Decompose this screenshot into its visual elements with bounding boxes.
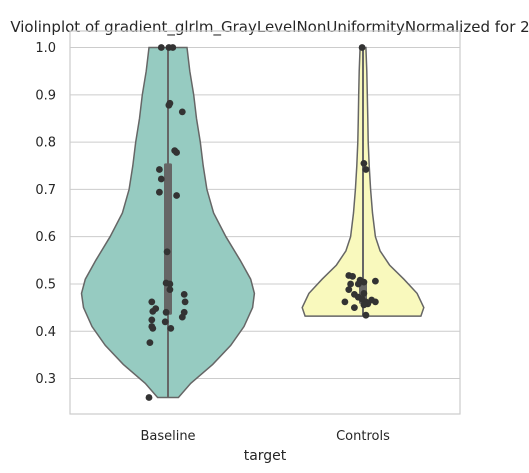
data-point (349, 273, 356, 280)
data-point (347, 280, 354, 288)
data-point (166, 280, 174, 288)
data-point (156, 188, 163, 196)
plot-frame (69, 30, 461, 415)
data-point (173, 192, 181, 199)
data-point (180, 291, 188, 298)
data-point (157, 175, 165, 183)
x-tick-labels: Baseline Controls (140, 429, 390, 444)
data-point (362, 311, 370, 319)
y-tick-label: 0.9 (35, 88, 56, 103)
y-tick-label: 1.0 (35, 41, 56, 56)
y-tick-label: 0.7 (35, 183, 56, 198)
data-point (145, 394, 153, 401)
data-point (178, 313, 186, 321)
data-point (358, 44, 366, 51)
x-tick-label: Controls (336, 429, 390, 444)
data-point (165, 101, 173, 109)
y-tick-label: 0.5 (35, 277, 56, 292)
data-point (163, 248, 171, 256)
y-tick-label: 0.4 (35, 325, 56, 340)
y-tick-label: 0.3 (35, 372, 56, 387)
data-points (145, 44, 379, 401)
data-point (146, 339, 154, 346)
data-point (162, 308, 170, 316)
data-point (360, 278, 368, 286)
data-point (148, 316, 156, 324)
data-point (148, 298, 156, 306)
data-point (156, 166, 163, 173)
y-tick-labels: 0.3 0.4 0.5 0.6 0.7 0.8 0.9 1.0 (35, 41, 56, 387)
chart-title: Violinplot of gradient_glrlm_GrayLevelNo… (10, 18, 529, 37)
data-point (166, 286, 174, 293)
data-point (372, 277, 379, 285)
data-point (169, 44, 177, 51)
data-point (173, 149, 181, 156)
data-point (178, 108, 186, 116)
data-point (372, 298, 379, 306)
data-point (360, 160, 368, 167)
data-point (149, 308, 157, 315)
data-point (354, 280, 362, 288)
data-point (360, 290, 368, 297)
data-point (181, 298, 189, 306)
data-point (157, 44, 165, 51)
data-point (351, 304, 358, 311)
data-point (161, 318, 169, 326)
data-point (345, 286, 353, 293)
data-point (362, 166, 370, 173)
data-point (167, 325, 175, 332)
data-point (149, 325, 157, 332)
box-baseline (164, 163, 172, 315)
y-tick-label: 0.8 (35, 136, 56, 151)
x-axis-label: target (244, 448, 287, 464)
data-point (360, 301, 368, 309)
y-tick-label: 0.6 (35, 230, 56, 245)
x-tick-label: Baseline (140, 429, 195, 444)
violins (80, 46, 425, 399)
data-point (341, 298, 349, 306)
